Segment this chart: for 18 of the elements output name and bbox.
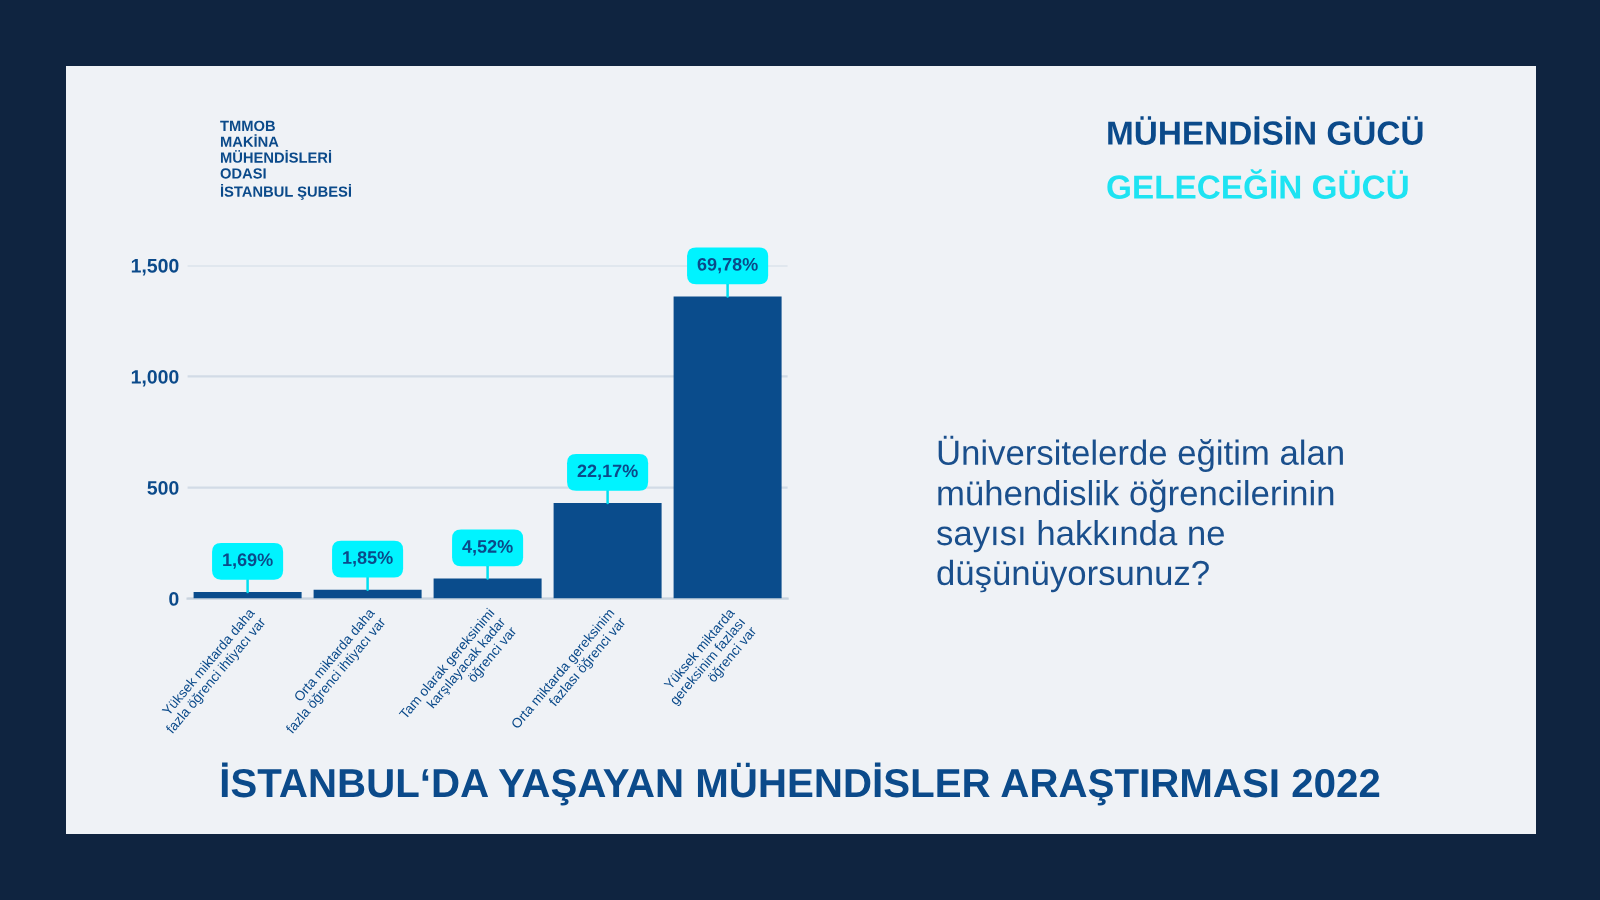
bar: [313, 589, 422, 599]
bar: [433, 578, 542, 599]
text: MÜHENDİSİN GÜCÜ: [1108, 116, 1423, 145]
annotation: 1,69%: [223, 553, 273, 569]
y-tick-label: 0: [169, 592, 179, 606]
text: Üniversitelerde eğitim alan mühendislik öğrencilerinin sayısı hakkında ne düşünüyorsunuz?: [936, 435, 1343, 593]
y-tick-label: 1,000: [131, 369, 179, 387]
bar: [673, 296, 782, 599]
bar: [193, 591, 302, 599]
annotation: 69,78%: [697, 257, 758, 274]
y-tick-label: 1,500: [131, 258, 179, 276]
annotation: 4,52%: [462, 540, 513, 556]
y-tick-label: 500: [147, 481, 179, 495]
annotation: 22,17%: [577, 464, 638, 480]
bar: [553, 503, 662, 599]
text: GELECEĞİN GÜCÜ: [1107, 169, 1408, 199]
annotation: 1,85%: [343, 551, 393, 567]
text: İSTANBUL‘DA YAŞAYAN MÜHENDİSLER ARAŞTIRMASI 2022: [221, 762, 1380, 806]
